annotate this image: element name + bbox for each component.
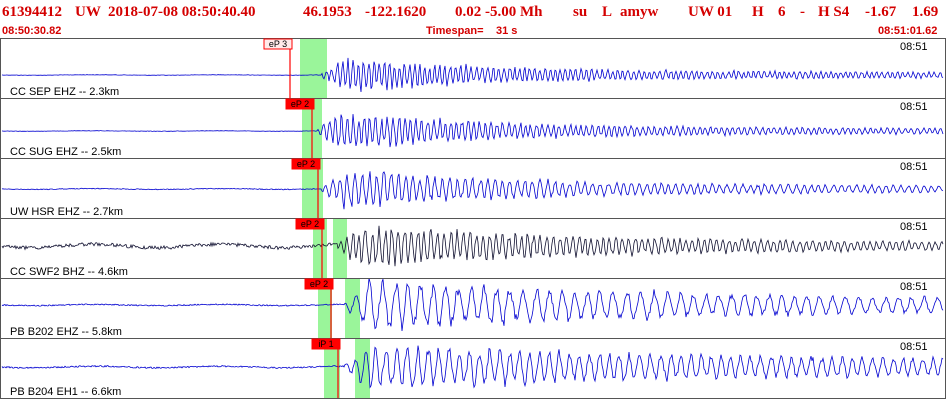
pick-label-box[interactable]: [304, 278, 334, 290]
pick-label-box[interactable]: [311, 338, 341, 350]
pick-window-highlight: [318, 279, 332, 338]
panel-time-label: 08:51: [900, 41, 928, 53]
time-range-bar: 08:50:30.82 Timespan= 31 s 08:51:01.62: [0, 25, 947, 38]
count: 6: [778, 4, 786, 20]
time-label-bg: [895, 280, 943, 292]
channel-panel[interactable]: iP 1 08:51 PB B204 EH1 -- 6.6km: [0, 338, 946, 399]
latitude: 46.1953: [303, 4, 352, 20]
magnitude-info: 0.02 -5.00 Mh: [455, 4, 543, 20]
end-time: 08:51:01.62: [878, 25, 938, 37]
pick-label-box[interactable]: [295, 218, 325, 230]
version-info: UW 01: [688, 4, 733, 20]
pick-label-box[interactable]: [285, 98, 315, 110]
panel-time-label: 08:51: [900, 221, 928, 233]
timespan-label: Timespan=: [426, 25, 484, 37]
waveform-trace: [1, 171, 944, 210]
panel-frame: [0, 38, 946, 99]
start-time: 08:50:30.82: [2, 25, 62, 37]
channel-label: CC SUG EHZ -- 2.5km: [10, 146, 121, 158]
pick-label: eP 2: [301, 219, 319, 229]
channel-label: CC SWF2 BHZ -- 4.6km: [10, 266, 128, 278]
origin-time: 2018-07-08 08:50:40.40: [108, 4, 256, 20]
event-id: 61394412: [2, 4, 62, 20]
seismogram-canvas[interactable]: eP 3 08:51 CC SEP EHZ -- 2.3km eP 2 08:51 CC …: [0, 38, 947, 400]
panel-time-label: 08:51: [900, 161, 928, 173]
pick-label: eP 2: [291, 99, 309, 109]
waveform-trace: [1, 279, 944, 332]
time-label-bg: [895, 40, 943, 52]
pick-window-highlight: [313, 219, 327, 278]
time-label-bg: [895, 100, 943, 112]
channel-label: CC SEP EHZ -- 2.3km: [10, 86, 119, 98]
pick-label: eP 2: [310, 279, 328, 289]
panel-time-label: 08:51: [900, 281, 928, 293]
timespan-value: 31 s: [496, 25, 518, 37]
source: H S4: [818, 4, 850, 20]
pick-label: eP 2: [297, 159, 315, 169]
event-header: 61394412 UW 2018-07-08 08:50:40.40 46.19…: [0, 0, 947, 24]
time-label-bg: [895, 220, 943, 232]
pick-window-highlight: [300, 39, 327, 98]
pick-window-highlight: [333, 219, 347, 278]
pick-window-highlight: [355, 339, 370, 398]
pick-window-highlight: [324, 339, 340, 398]
longitude: -122.1620: [365, 4, 427, 20]
panel-frame: [0, 338, 946, 399]
flag-h: H: [752, 4, 764, 20]
network-code: UW: [75, 4, 101, 20]
waveform-trace: [1, 225, 944, 267]
panel-time-label: 08:51: [900, 101, 928, 113]
waveform-trace: [1, 345, 944, 389]
channel-panel[interactable]: eP 2 08:51 PB B202 EHZ -- 5.8km: [0, 278, 946, 339]
time-label-bg: [895, 160, 943, 172]
channel-panel[interactable]: eP 2 08:51 CC SUG EHZ -- 2.5km: [0, 98, 946, 159]
seismogram-panels[interactable]: eP 3 08:51 CC SEP EHZ -- 2.3km eP 2 08:51 CC …: [0, 38, 947, 400]
pick-label-box[interactable]: [263, 38, 293, 50]
author: amyw: [620, 4, 659, 20]
value2: 1.69: [912, 4, 939, 20]
panel-frame: [0, 158, 946, 219]
channel-panel[interactable]: eP 2 08:51 CC SWF2 BHZ -- 4.6km: [0, 218, 946, 279]
pick-label-box[interactable]: [291, 158, 321, 170]
waveform-trace: [1, 114, 944, 148]
pick-window-highlight: [345, 279, 360, 338]
pick-label: eP 3: [269, 39, 287, 49]
channel-panel[interactable]: eP 3 08:51 CC SEP EHZ -- 2.3km: [0, 38, 946, 99]
channel-label: PB B204 EH1 -- 6.6km: [10, 386, 121, 398]
channel-panel[interactable]: eP 2 08:51 UW HSR EHZ -- 2.7km: [0, 158, 946, 219]
quality: su: [573, 4, 588, 20]
panel-frame: [0, 278, 946, 339]
event-type: L: [602, 4, 613, 20]
dash: -: [800, 4, 805, 20]
panel-time-label: 08:51: [900, 341, 928, 353]
time-label-bg: [895, 340, 943, 352]
waveform-trace: [1, 57, 944, 93]
channel-label: UW HSR EHZ -- 2.7km: [10, 206, 123, 218]
value1: -1.67: [865, 4, 897, 20]
pick-label: iP 1: [318, 339, 333, 349]
channel-label: PB B202 EHZ -- 5.8km: [10, 326, 122, 338]
